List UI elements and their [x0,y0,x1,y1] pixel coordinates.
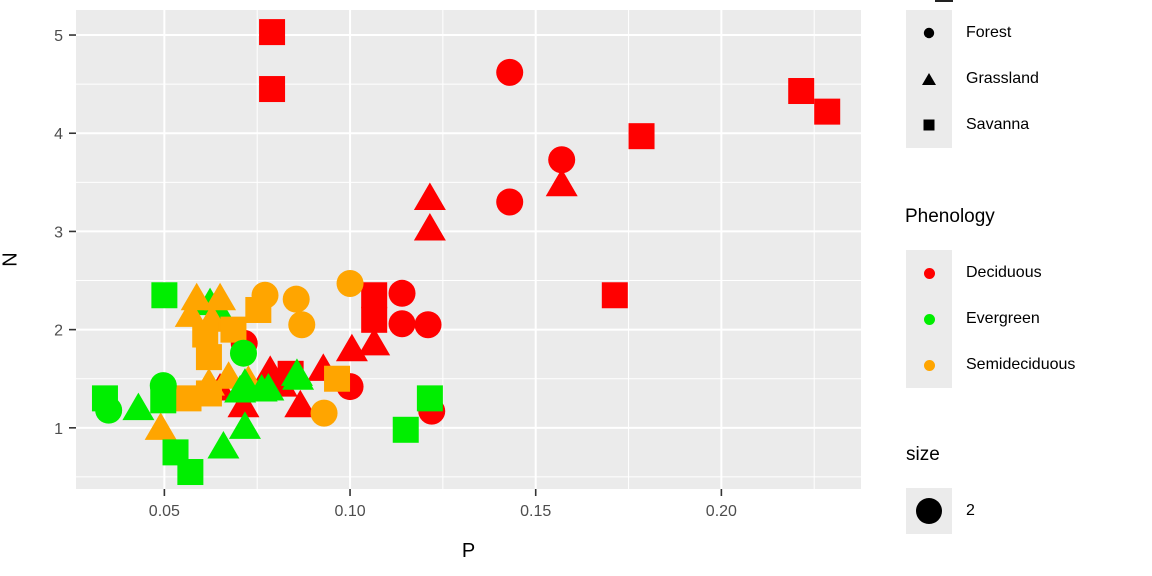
point-forest-semideciduous [336,269,364,297]
shape-legend-row-forest: Forest [906,10,1039,56]
size-legend-row: 2 [906,488,975,534]
point-forest-deciduous [388,279,416,307]
size-legend: 2 [906,488,975,534]
point-grassland-semideciduous [204,282,237,311]
point-savanna-deciduous [628,123,655,150]
phenology-legend-row-semideciduous: Semideciduous [906,342,1075,388]
y-tick-label: 1 [54,421,63,438]
point-grassland-evergreen [228,411,261,439]
point-savanna-evergreen [177,459,204,486]
phenology-legend-row-deciduous: Deciduous [906,250,1075,296]
plot-panel [76,10,861,489]
point-savanna-semideciduous [324,365,351,392]
legend-key-box [906,10,952,56]
point-savanna-deciduous [259,19,286,46]
y-tick-label: 3 [54,224,63,241]
point-savanna-deciduous [788,78,815,105]
point-grassland-deciduous [227,389,260,418]
point-grassland-deciduous [413,212,446,241]
point-grassland-evergreen [282,362,315,390]
point-grassland-deciduous [413,182,446,211]
grassland-triangle-icon [922,73,936,85]
point-grassland-evergreen [122,392,155,421]
x-axis-title: P [461,540,476,562]
semideciduous-dot-icon [923,359,935,371]
size-2-dot-icon [916,498,942,524]
phenology-legend-label: Evergreen [966,310,1040,327]
point-savanna-semideciduous [245,296,272,323]
savanna-square-icon [923,119,935,131]
point-forest-evergreen [229,339,257,367]
point-grassland-deciduous [284,389,317,418]
point-savanna-evergreen [151,282,178,309]
legend-key-box [906,250,952,296]
deciduous-dot-icon [923,267,935,279]
point-savanna-evergreen [91,385,118,412]
forest-circle-icon [923,27,935,39]
y-tick-label: 5 [54,28,63,45]
point-forest-deciduous [414,311,442,339]
point-savanna-semideciduous [220,316,247,343]
point-savanna-deciduous [361,282,388,309]
point-savanna-semideciduous [192,321,219,348]
point-grassland-semideciduous [174,299,207,327]
point-forest-deciduous [548,146,576,174]
size-legend-title: size [906,444,940,465]
point-savanna-semideciduous [175,385,202,412]
point-grassland-evergreen [224,375,257,403]
phenology-legend-title: Phenology [905,206,995,227]
point-savanna-evergreen [150,387,177,414]
phenology-legend: Deciduous Evergreen Semideciduous [906,250,1075,388]
legend-key-box [906,56,952,102]
point-savanna-deciduous [259,76,286,103]
point-forest-semideciduous [310,399,338,427]
legend-key-box [906,102,952,148]
point-grassland-evergreen [252,373,285,401]
point-forest-deciduous [496,188,524,216]
point-savanna-semideciduous [195,344,222,371]
evergreen-dot-icon [923,313,935,325]
x-tick-label: 0.05 [149,503,180,520]
legend-key-box [906,488,952,534]
y-tick-label: 4 [54,126,63,143]
phenology-legend-label: Semideciduous [966,356,1076,373]
point-savanna-deciduous [814,98,841,125]
shape-legend-clipped-title [935,0,953,2]
point-grassland-evergreen [207,430,240,459]
shape-legend-label: Grassland [966,70,1039,87]
point-savanna-evergreen [416,385,443,412]
point-forest-semideciduous [288,311,316,339]
size-legend-label: 2 [966,502,975,519]
phenology-legend-label: Deciduous [966,264,1042,281]
x-tick-label: 0.15 [520,503,551,520]
shape-legend-row-savanna: Savanna [906,102,1039,148]
point-grassland-deciduous [545,168,578,197]
y-axis-title: N [0,252,22,267]
point-forest-semideciduous [282,285,310,313]
shape-legend-label: Forest [966,24,1012,41]
point-grassland-semideciduous [144,412,177,440]
shape-legend-label: Savanna [966,116,1030,133]
point-grassland-deciduous [358,327,391,356]
legend-key-box [906,342,952,388]
shape-legend-row-grassland: Grassland [906,56,1039,102]
x-tick-label: 0.10 [334,503,365,520]
legend-key-box [906,296,952,342]
point-savanna-evergreen [392,416,419,443]
point-forest-deciduous [388,310,416,338]
point-forest-deciduous [496,58,524,86]
x-tick-label: 0.20 [706,503,737,520]
phenology-legend-row-evergreen: Evergreen [906,296,1075,342]
shape-legend: Forest Grassland Savanna [906,10,1039,148]
y-tick-label: 2 [54,323,63,340]
point-savanna-deciduous [601,282,628,309]
